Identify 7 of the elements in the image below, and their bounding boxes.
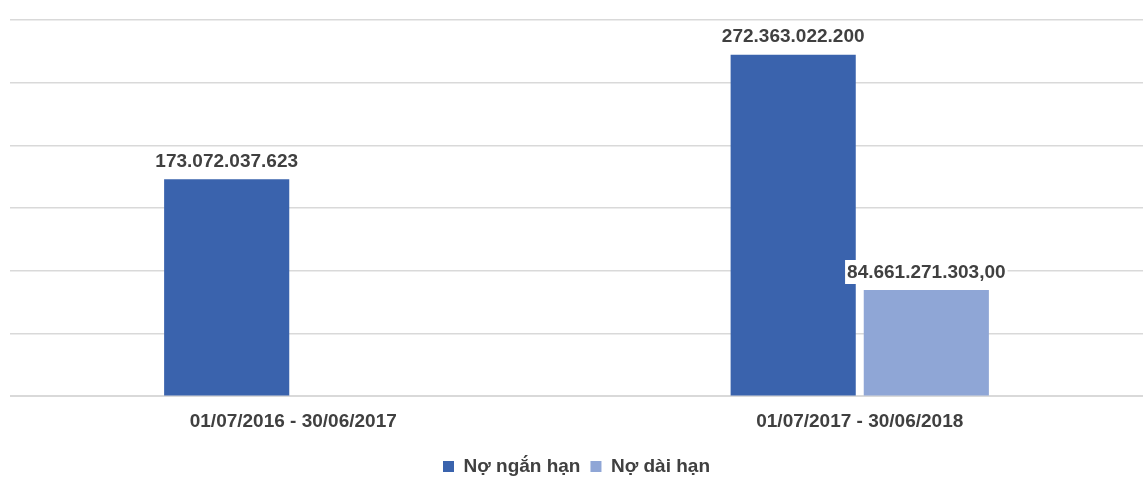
data-label: 84.661.271.303,00 — [847, 260, 1006, 282]
data-label: 173.072.037.623 — [155, 149, 299, 171]
legend-label: Nợ ngắn hạn — [463, 454, 581, 476]
legend-label: Nợ dài hạn — [610, 454, 710, 476]
data-label: 272.363.022.200 — [721, 25, 865, 47]
x-tick-label: 01/07/2017 - 30/06/2018 — [756, 409, 964, 431]
x-tick-label: 01/07/2016 - 30/06/2017 — [189, 409, 397, 431]
